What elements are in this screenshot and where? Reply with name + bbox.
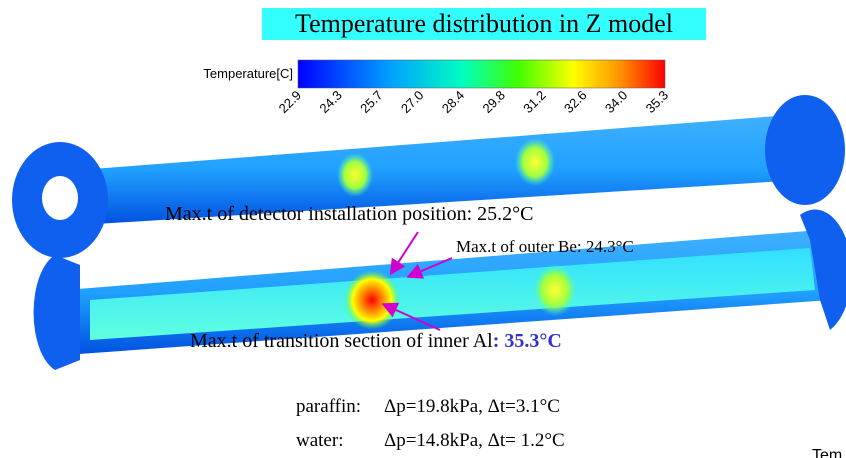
colorbar-label: Temperature[C] <box>203 66 293 81</box>
colorbar-ticks: 22.9 24.3 25.7 27.0 28.4 29.8 31.2 32.6 34.0 35.3 <box>276 88 672 117</box>
result-label: water: <box>296 430 343 451</box>
colorbar-tick-label: 24.3 <box>316 88 345 117</box>
upper-pipe <box>12 95 845 258</box>
title: Temperature distribution in Z model <box>295 9 673 38</box>
colorbar-tick-label: 22.9 <box>276 88 305 117</box>
colorbar-tick-label: 34.0 <box>602 88 631 117</box>
colorbar-tick-label: 29.8 <box>480 88 509 117</box>
colorbar-tick-label: 25.7 <box>357 88 386 117</box>
slide: Temperature distribution in Z model Temp… <box>0 0 846 458</box>
footer: Tem <box>812 447 842 458</box>
annotation-text: Max.t of transition section of inner Al <box>190 330 493 352</box>
colorbar-tick-label: 31.2 <box>520 88 549 117</box>
annotation: Max.t of detector installation position:… <box>165 203 534 225</box>
annotation-value: : 35.3°C <box>493 330 562 352</box>
annotation: Max.t of outer Be: 24.3°C <box>456 237 634 256</box>
result: Δp=19.8kPa, Δt=3.1°C <box>384 396 560 417</box>
colorbar <box>298 60 665 88</box>
annotation: Max.t of transition section of inner Al:… <box>190 330 562 352</box>
result-label: paraffin: <box>296 396 361 417</box>
result: Δp=14.8kPa, Δt= 1.2°C <box>384 430 565 451</box>
colorbar-tick-label: 35.3 <box>643 88 672 117</box>
colorbar-tick-label: 32.6 <box>561 88 590 117</box>
colorbar-tick-label: 27.0 <box>398 88 427 117</box>
colorbar-tick-label: 28.4 <box>439 88 468 117</box>
